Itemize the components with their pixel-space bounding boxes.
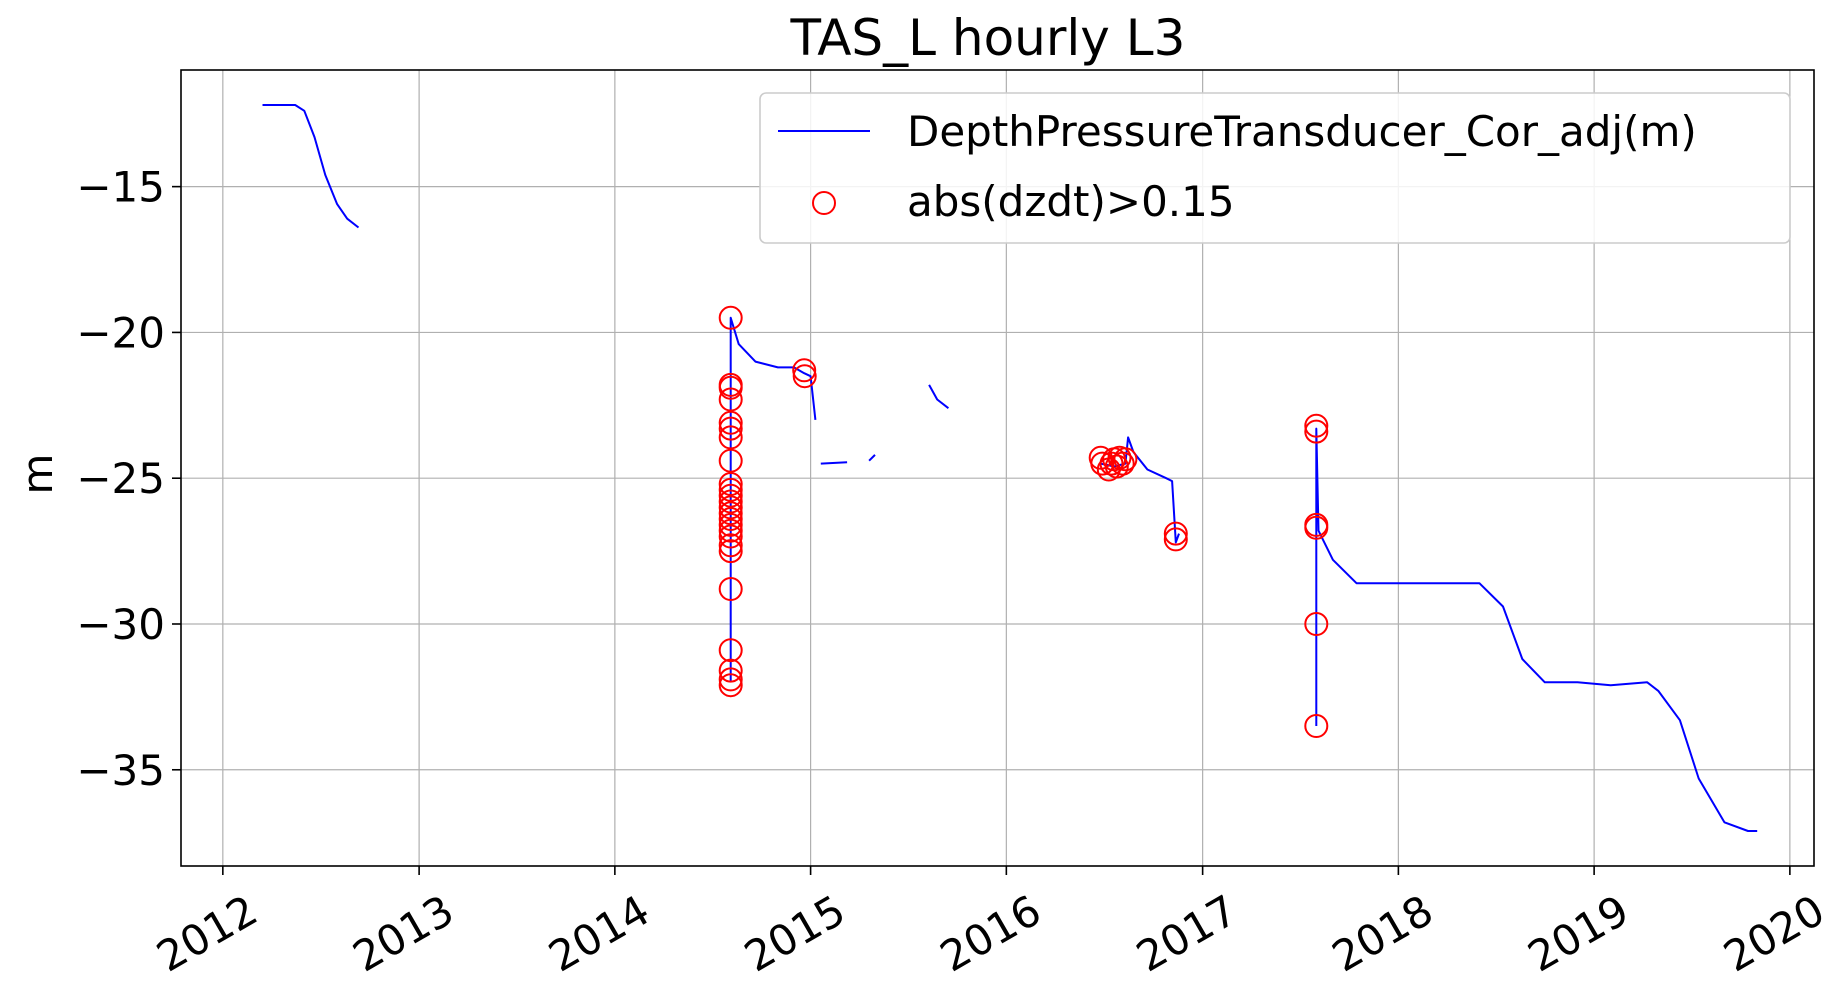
chart-title: TAS_L hourly L3 — [790, 9, 1186, 67]
x-tick-label: 2019 — [1520, 886, 1637, 982]
x-tick-label: 2020 — [1716, 886, 1833, 982]
depth-line-segment — [262, 104, 360, 229]
threshold-marker — [1304, 419, 1329, 444]
depth-line-segment — [868, 454, 876, 462]
threshold-marker — [718, 477, 743, 502]
threshold-marker — [718, 387, 743, 412]
threshold-marker — [718, 673, 743, 698]
legend-marker-swatch — [812, 191, 836, 215]
legend: DepthPressureTransducer_Cor_adj(m) abs(d… — [759, 92, 1791, 244]
legend-box — [759, 92, 1791, 244]
threshold-marker — [1163, 527, 1188, 552]
threshold-marker — [1090, 451, 1115, 476]
depth-line-series — [262, 104, 1758, 832]
threshold-marker — [718, 638, 743, 663]
y-tick-label: −20 — [76, 308, 165, 357]
y-axis: −15 −20 −25 −30 −35 — [76, 163, 181, 795]
y-tick-label: −15 — [76, 163, 165, 212]
threshold-marker — [718, 533, 743, 558]
x-tick-label: 2017 — [1128, 886, 1245, 982]
threshold-marker — [718, 658, 743, 683]
threshold-marker — [718, 507, 743, 531]
threshold-marker — [718, 410, 743, 435]
threshold-marker — [1304, 515, 1329, 540]
threshold-marker — [718, 501, 743, 526]
threshold-marker — [718, 489, 743, 514]
threshold-marker — [1113, 447, 1138, 472]
threshold-marker — [718, 539, 743, 564]
threshold-marker — [792, 358, 817, 383]
threshold-marker — [1304, 413, 1329, 438]
threshold-marker — [718, 425, 743, 450]
threshold-marker-series — [718, 305, 1329, 738]
x-tick-label: 2013 — [345, 886, 462, 982]
threshold-marker — [718, 416, 743, 441]
threshold-marker — [718, 524, 743, 549]
threshold-marker — [1163, 521, 1188, 546]
threshold-marker — [1110, 451, 1135, 476]
threshold-marker — [1304, 612, 1329, 636]
legend-label-line: DepthPressureTransducer_Cor_adj(m) — [907, 107, 1697, 156]
x-tick-label: 2015 — [736, 886, 853, 982]
depth-line-segment — [729, 316, 817, 683]
threshold-marker — [718, 448, 743, 473]
threshold-marker — [1099, 451, 1124, 476]
x-tick-label: 2014 — [541, 886, 658, 982]
x-tick-label: 2012 — [149, 886, 266, 982]
x-axis: 2012 2013 2014 2015 2016 2017 2018 2019 2020 — [149, 866, 1833, 981]
threshold-marker — [792, 364, 817, 389]
threshold-marker — [1304, 714, 1329, 738]
threshold-marker — [718, 512, 743, 537]
threshold-marker — [718, 667, 743, 692]
threshold-marker — [718, 472, 743, 496]
legend-label-markers: abs(dzdt)>0.15 — [907, 177, 1235, 226]
depth-line-segment — [820, 461, 848, 465]
x-tick-label: 2018 — [1324, 886, 1441, 982]
threshold-marker — [718, 577, 743, 601]
y-tick-label: −30 — [76, 600, 165, 649]
threshold-marker — [718, 483, 743, 508]
axes-frame — [180, 69, 1815, 867]
y-axis-label: m — [13, 454, 62, 495]
threshold-marker — [718, 495, 743, 520]
y-tick-label: −35 — [76, 746, 165, 795]
x-tick-label: 2016 — [932, 886, 1049, 982]
depth-line-segment — [1315, 427, 1758, 832]
threshold-marker — [718, 375, 743, 400]
depth-line-segment — [928, 384, 950, 409]
threshold-marker — [718, 305, 743, 330]
threshold-marker — [718, 518, 743, 543]
y-tick-label: −25 — [76, 454, 165, 503]
